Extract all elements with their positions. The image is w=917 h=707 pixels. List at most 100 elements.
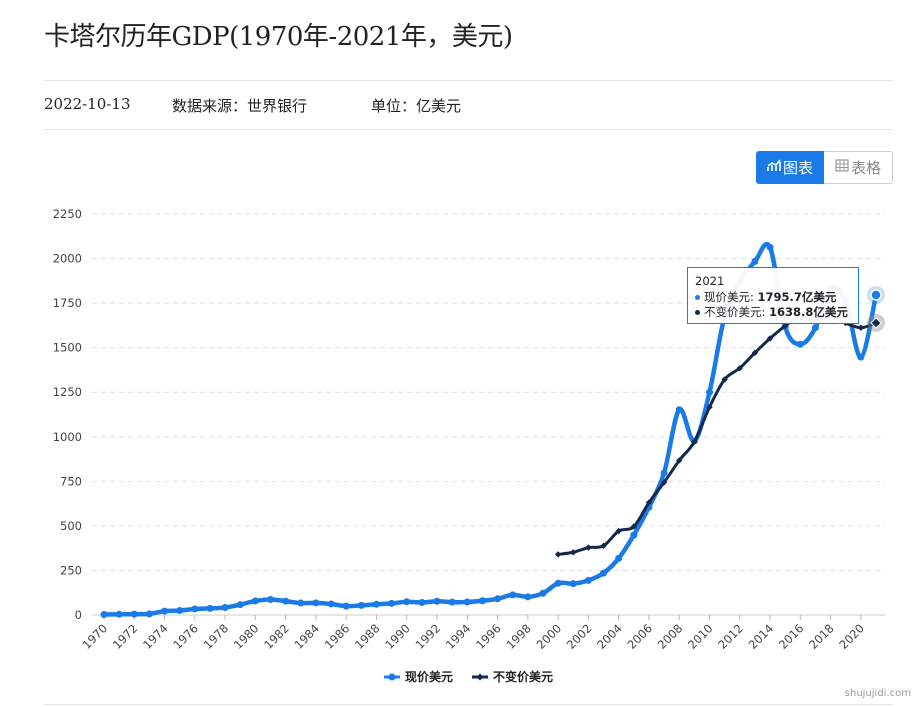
chart-tooltip: 2021 现价美元: 1795.7亿美元 不变价美元: 1638.8亿美元: [687, 267, 859, 324]
data-point: [115, 610, 123, 618]
tooltip-value-current: 1795.7亿美元: [757, 290, 837, 304]
data-point: [100, 610, 108, 618]
y-tick-label: 250: [60, 563, 82, 577]
x-tick-label: 2004: [594, 621, 625, 652]
data-point: [236, 601, 244, 609]
data-point: [766, 243, 774, 251]
x-tick-label: 1984: [291, 621, 322, 652]
data-point: [357, 601, 365, 609]
data-point: [372, 600, 380, 608]
data-point: [130, 610, 138, 618]
tooltip-row-current: 现价美元: 1795.7亿美元: [695, 290, 851, 305]
chart-view-button[interactable]: 图表: [756, 151, 824, 184]
data-point: [676, 457, 683, 464]
data-point: [206, 604, 214, 612]
data-point: [796, 340, 804, 348]
table-icon: [835, 159, 849, 176]
table-view-button[interactable]: 表格: [824, 151, 893, 184]
x-tick-label: 1994: [443, 621, 474, 652]
data-point: [267, 595, 275, 603]
data-point: [615, 554, 623, 562]
data-point: [600, 569, 608, 577]
x-tick-label: 1972: [110, 621, 141, 652]
x-tick-label: 2010: [685, 621, 716, 652]
legend-item-current[interactable]: 现价美元: [384, 669, 453, 684]
data-point: [870, 317, 882, 329]
data-point: [539, 589, 547, 597]
y-tick-label: 750: [60, 474, 82, 488]
divider-bottom: [44, 704, 893, 705]
tooltip-dot-constant: [695, 310, 700, 315]
tooltip-dot-current: [695, 295, 700, 300]
data-point: [509, 591, 517, 599]
table-view-label: 表格: [850, 159, 881, 177]
data-point: [554, 579, 562, 587]
data-point: [327, 600, 335, 608]
x-tick-label: 2000: [534, 621, 565, 652]
data-point: [191, 605, 199, 613]
x-tick-label: 1996: [473, 621, 504, 652]
data-point: [221, 604, 229, 612]
data-point: [403, 598, 411, 606]
data-point: [630, 531, 638, 539]
tooltip-value-constant: 1638.8亿美元: [769, 305, 848, 319]
data-point: [312, 599, 320, 607]
x-tick-label: 1980: [231, 621, 262, 652]
data-point: [418, 599, 426, 607]
x-tick-label: 2006: [624, 621, 655, 652]
tooltip-label-constant: 不变价美元:: [704, 305, 766, 319]
data-point: [570, 549, 577, 556]
x-tick-label: 2016: [776, 621, 807, 652]
data-point: [811, 324, 819, 332]
x-tick-label: 2012: [715, 621, 746, 652]
x-tick-label: 1974: [140, 621, 171, 652]
page-title: 卡塔尔历年GDP(1970年-2021年，美元): [44, 22, 513, 52]
data-point: [721, 376, 728, 383]
x-tick-label: 1988: [352, 621, 383, 652]
data-point: [176, 607, 184, 615]
data-point: [554, 551, 562, 558]
data-point: [751, 257, 759, 265]
data-point: [297, 599, 305, 607]
data-point: [751, 349, 759, 357]
y-tick-label: 1000: [53, 430, 82, 444]
chart-view-label: 图表: [782, 159, 813, 177]
legend-label: 现价美元: [405, 669, 453, 684]
legend-marker: [476, 673, 484, 681]
x-tick-label: 2018: [806, 621, 837, 652]
data-point: [706, 403, 713, 411]
data-point: [781, 322, 789, 330]
data-point: [870, 289, 882, 301]
data-point: [388, 599, 396, 607]
data-point: [705, 388, 713, 396]
x-tick-label: 2014: [746, 621, 777, 652]
y-tick-label: 2250: [53, 207, 82, 221]
x-tick-label: 1986: [322, 621, 353, 652]
data-point: [630, 523, 638, 530]
y-tick-label: 2000: [53, 252, 82, 266]
x-tick-label: 2020: [836, 621, 867, 652]
chart-icon: [767, 159, 781, 176]
y-tick-label: 1500: [53, 341, 82, 355]
data-point: [857, 353, 865, 361]
data-point: [660, 479, 668, 486]
divider-meta: [44, 129, 893, 130]
x-tick-label: 1998: [503, 621, 534, 652]
data-point: [569, 580, 577, 588]
data-point: [600, 542, 607, 550]
y-tick-label: 500: [60, 519, 82, 533]
watermark: shujujidi.com: [844, 688, 911, 699]
data-point: [675, 406, 683, 414]
data-point: [584, 576, 592, 584]
data-point: [691, 438, 698, 445]
x-tick-label: 1992: [413, 621, 444, 652]
y-tick-label: 0: [75, 608, 82, 622]
data-point: [494, 595, 502, 603]
data-source: 数据来源：世界银行: [172, 97, 308, 115]
legend-item-constant[interactable]: 不变价美元: [472, 669, 553, 684]
y-tick-label: 1250: [53, 385, 82, 399]
tooltip-label-current: 现价美元:: [704, 290, 754, 304]
data-point: [585, 544, 592, 551]
data-point: [857, 324, 865, 331]
